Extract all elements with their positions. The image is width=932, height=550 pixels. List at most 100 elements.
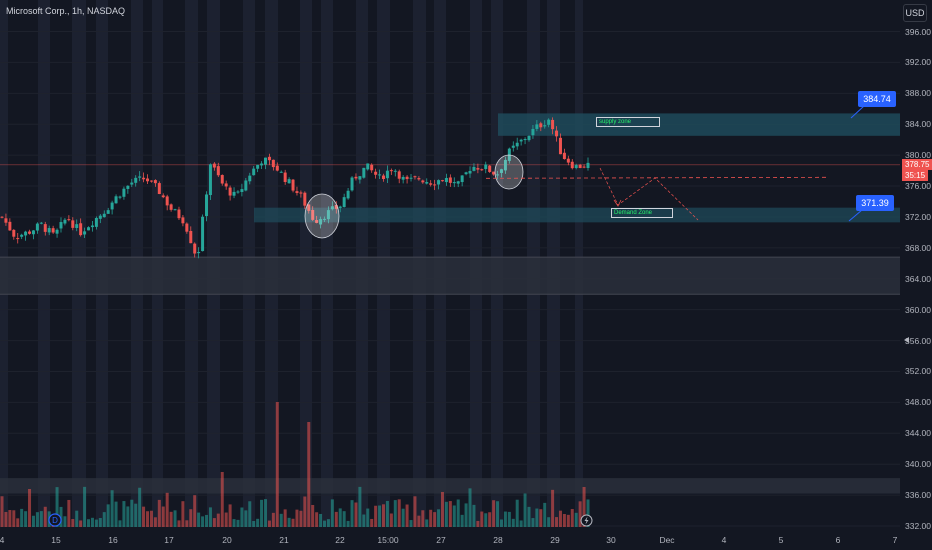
candle-body (126, 185, 130, 189)
volume-bar (570, 509, 574, 527)
callout-lower-price[interactable]: 371.39 (856, 195, 894, 211)
candle-body (496, 174, 500, 176)
supply-zone-label[interactable]: supply zone (596, 117, 660, 127)
candle-body (511, 145, 515, 148)
volume-bar (460, 514, 464, 527)
candle-body (161, 195, 165, 198)
volume-bar (118, 520, 122, 527)
candle-body (134, 177, 138, 183)
volume-bar (216, 513, 220, 527)
zone-bands (0, 113, 900, 494)
candle-body (405, 176, 409, 180)
candle-body (83, 231, 87, 235)
candle-body (299, 192, 303, 194)
volume-bar (342, 511, 346, 527)
volume-bar (236, 519, 240, 527)
candle-body (468, 170, 472, 174)
volume-bar (228, 504, 232, 527)
volume-bar (496, 501, 500, 527)
candle-body (232, 191, 236, 196)
price-axis-label: 384.00 (905, 119, 931, 130)
volume-bar (256, 518, 260, 527)
volume-bar (405, 504, 409, 527)
volume-bar (574, 512, 578, 527)
volume-bar (106, 504, 110, 527)
volume-band (0, 478, 900, 494)
candle-body (173, 209, 177, 211)
candle-body (0, 216, 4, 218)
volume-bar (488, 512, 492, 527)
volume-bar (472, 504, 476, 527)
candle-body (94, 217, 98, 227)
candle-body (240, 189, 244, 192)
scroll-arrow-icon[interactable] (902, 335, 912, 345)
volume-bar (153, 517, 157, 527)
candle-body (350, 177, 354, 191)
volume-bar (539, 509, 543, 527)
candle-body (208, 164, 212, 196)
candle-body (20, 234, 24, 237)
volume-bar (543, 502, 547, 527)
volume-bar (75, 510, 79, 527)
volume-bar (515, 499, 519, 527)
svg-text:D: D (52, 516, 58, 525)
time-axis-label: 6 (835, 535, 841, 545)
volume-bar (444, 501, 448, 527)
volume-bars (0, 402, 590, 527)
volume-bar (378, 505, 382, 527)
candle-body (102, 213, 106, 218)
candle-body (531, 128, 535, 136)
volume-bar (433, 512, 437, 527)
price-axis-label: 352.00 (905, 366, 931, 377)
volume-bar (244, 510, 248, 527)
candle-body (177, 209, 181, 219)
candle-body (527, 135, 531, 141)
price-axis-label: 332.00 (905, 521, 931, 531)
candle-body (319, 219, 323, 225)
volume-bar (551, 489, 555, 527)
candle-body (12, 229, 16, 237)
volume-bar (102, 512, 106, 527)
candle-body (444, 177, 448, 183)
candle-body (51, 228, 55, 233)
volume-bar (409, 520, 413, 527)
candle-body (287, 179, 291, 184)
volume-bar (586, 499, 590, 527)
candle-body (330, 206, 334, 210)
callout-pointer (850, 105, 865, 119)
volume-bar (122, 501, 126, 527)
volume-bar (20, 508, 24, 527)
candle-body (315, 220, 319, 223)
demand-zone-label[interactable]: Demand Zone (611, 208, 673, 218)
price-axis-label: 376.00 (905, 181, 931, 192)
candle-body (499, 169, 503, 173)
volume-bar (98, 517, 102, 527)
candle-body (543, 125, 547, 127)
price-axis-label: 340.00 (905, 459, 931, 470)
candle-body (342, 197, 346, 208)
volume-bar (425, 519, 429, 527)
candle-body (181, 217, 185, 224)
volume-bar (417, 515, 421, 527)
earnings-flash-icon[interactable] (580, 514, 593, 527)
candle-body (452, 182, 456, 184)
candle-body (440, 180, 444, 182)
price-chart[interactable] (0, 0, 900, 550)
volume-bar (558, 510, 562, 527)
volume-bar (31, 515, 35, 527)
candle-body (558, 137, 562, 155)
volume-bar (346, 520, 350, 527)
candle-body (87, 227, 91, 231)
candle-body (236, 191, 240, 193)
volume-bar (440, 491, 444, 527)
volume-bar (448, 501, 452, 527)
dividend-icon[interactable]: D (48, 513, 62, 527)
candle-body (193, 243, 197, 254)
demand-zone (254, 207, 900, 223)
candle-body (480, 169, 484, 171)
volume-bar (295, 509, 299, 527)
volume-bar (193, 495, 197, 527)
currency-button[interactable]: USD (903, 4, 927, 22)
volume-bar (177, 520, 181, 527)
callout-upper-price[interactable]: 384.74 (858, 91, 896, 107)
